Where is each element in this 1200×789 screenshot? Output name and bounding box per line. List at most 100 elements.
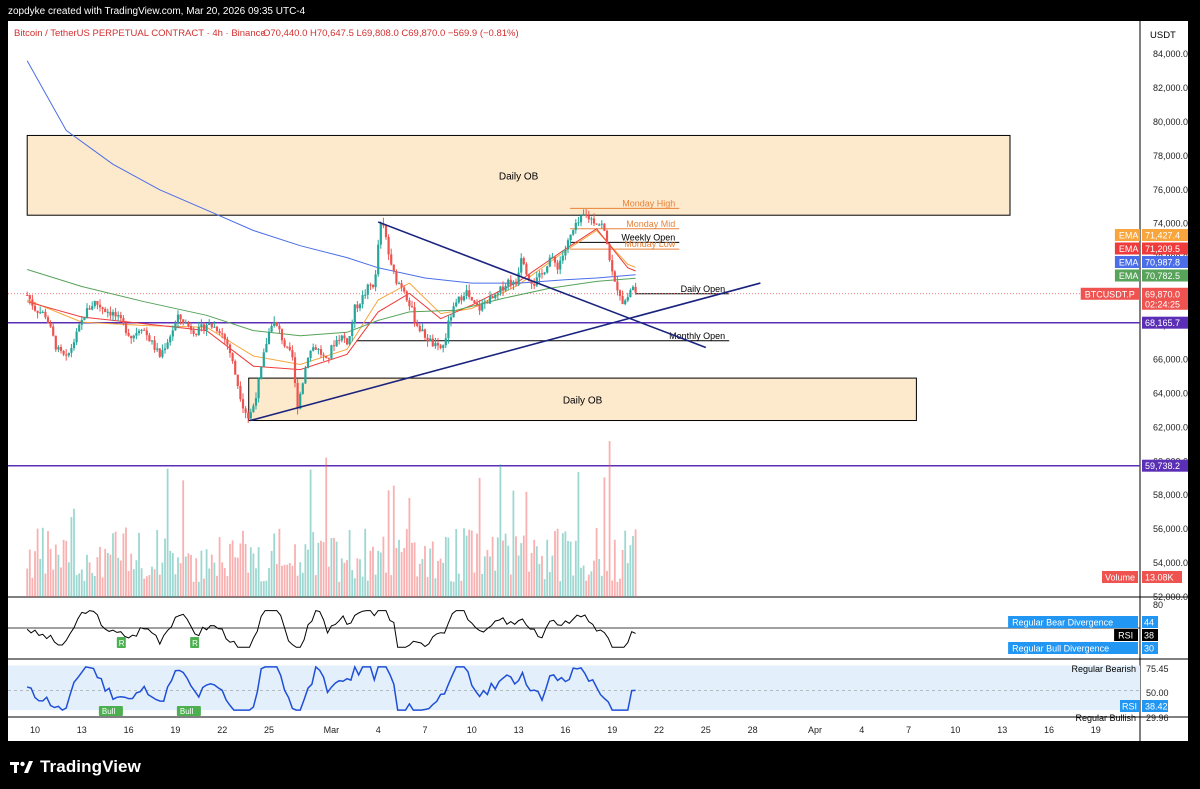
candle-body[interactable] (566, 240, 570, 250)
candle-body[interactable] (452, 306, 455, 318)
candle-body[interactable] (80, 319, 83, 325)
candle-body[interactable] (106, 311, 109, 313)
candle-body[interactable] (117, 315, 120, 317)
candle-body[interactable] (174, 322, 177, 331)
candle-body[interactable] (631, 286, 635, 291)
candle-body[interactable] (293, 357, 297, 383)
candle-body[interactable] (223, 334, 226, 340)
candle-body[interactable] (384, 225, 388, 238)
candle-body[interactable] (286, 346, 289, 348)
candle-body[interactable] (338, 339, 341, 341)
candle-body[interactable] (397, 283, 401, 285)
candle-body[interactable] (301, 383, 304, 394)
candle-body[interactable] (598, 224, 601, 226)
candle-body[interactable] (377, 244, 380, 275)
candle-body[interactable] (205, 324, 208, 331)
candle-body[interactable] (431, 338, 434, 347)
candle-body[interactable] (423, 329, 427, 338)
candle-body[interactable] (416, 322, 419, 326)
candle-body[interactable] (530, 280, 533, 284)
candle-body[interactable] (343, 335, 346, 339)
candle-body[interactable] (364, 294, 367, 296)
trendline[interactable] (250, 282, 761, 422)
candle-body[interactable] (218, 331, 221, 334)
candle-body[interactable] (299, 393, 302, 409)
candle-body[interactable] (634, 286, 637, 293)
candle-body[interactable] (447, 320, 450, 339)
candle-body[interactable] (273, 321, 276, 326)
candle-body[interactable] (322, 354, 325, 356)
candle-body[interactable] (291, 350, 294, 358)
candle-body[interactable] (215, 326, 219, 332)
candle-body[interactable] (543, 272, 546, 275)
candle-body[interactable] (182, 319, 185, 324)
candle-body[interactable] (70, 348, 73, 353)
candle-body[interactable] (561, 255, 564, 261)
candle-body[interactable] (327, 357, 330, 359)
candle-body[interactable] (236, 374, 239, 386)
candle-body[interactable] (228, 344, 232, 353)
candle-body[interactable] (72, 342, 76, 349)
candle-body[interactable] (197, 326, 200, 335)
candle-body[interactable] (332, 345, 336, 347)
candle-body[interactable] (429, 338, 432, 342)
candle-body[interactable] (533, 283, 536, 286)
candle-body[interactable] (371, 284, 375, 288)
candle-body[interactable] (317, 349, 320, 351)
candle-body[interactable] (592, 218, 596, 224)
candle-body[interactable] (501, 286, 505, 291)
candle-body[interactable] (267, 331, 271, 344)
candle-body[interactable] (361, 295, 364, 305)
candle-body[interactable] (161, 350, 164, 357)
candle-body[interactable] (260, 366, 263, 379)
candle-body[interactable] (509, 279, 512, 285)
candle-body[interactable] (202, 324, 206, 331)
candle-body[interactable] (169, 336, 172, 343)
candle-body[interactable] (195, 333, 198, 335)
candle-body[interactable] (559, 260, 562, 270)
candle-body[interactable] (109, 311, 112, 316)
candle-body[interactable] (280, 329, 284, 341)
candle-body[interactable] (59, 347, 63, 351)
candle-body[interactable] (252, 405, 255, 413)
candle-body[interactable] (569, 234, 572, 241)
candle-body[interactable] (418, 325, 421, 332)
candle-body[interactable] (52, 326, 55, 336)
candles-layer[interactable] (26, 209, 637, 423)
candle-body[interactable] (91, 306, 94, 310)
candle-body[interactable] (488, 296, 492, 304)
candle-body[interactable] (353, 304, 356, 324)
candle-body[interactable] (585, 214, 588, 216)
candle-body[interactable] (319, 349, 323, 355)
candle-body[interactable] (486, 302, 489, 304)
candle-body[interactable] (127, 332, 130, 336)
candle-body[interactable] (179, 314, 182, 320)
candle-body[interactable] (520, 258, 523, 273)
trendline[interactable] (377, 221, 707, 349)
candle-body[interactable] (101, 307, 104, 309)
candle-body[interactable] (449, 317, 453, 321)
candle-body[interactable] (538, 273, 541, 278)
candle-body[interactable] (65, 354, 68, 356)
candle-body[interactable] (525, 264, 528, 275)
candle-body[interactable] (600, 223, 603, 225)
candle-body[interactable] (278, 325, 281, 330)
candle-body[interactable] (439, 345, 442, 348)
candle-body[interactable] (254, 398, 258, 406)
candle-body[interactable] (93, 301, 96, 307)
candle-body[interactable] (153, 340, 156, 350)
candle-body[interactable] (249, 412, 252, 419)
candle-body[interactable] (626, 297, 629, 301)
candle-body[interactable] (83, 317, 86, 320)
candle-body[interactable] (192, 330, 195, 334)
candle-body[interactable] (369, 284, 372, 286)
candle-body[interactable] (356, 304, 359, 309)
candle-body[interactable] (275, 321, 278, 326)
candle-body[interactable] (403, 287, 406, 292)
candle-body[interactable] (184, 322, 187, 324)
candle-body[interactable] (140, 329, 143, 331)
candle-body[interactable] (135, 333, 138, 336)
candle-body[interactable] (231, 352, 234, 362)
candle-body[interactable] (156, 348, 159, 350)
candle-body[interactable] (36, 310, 39, 313)
